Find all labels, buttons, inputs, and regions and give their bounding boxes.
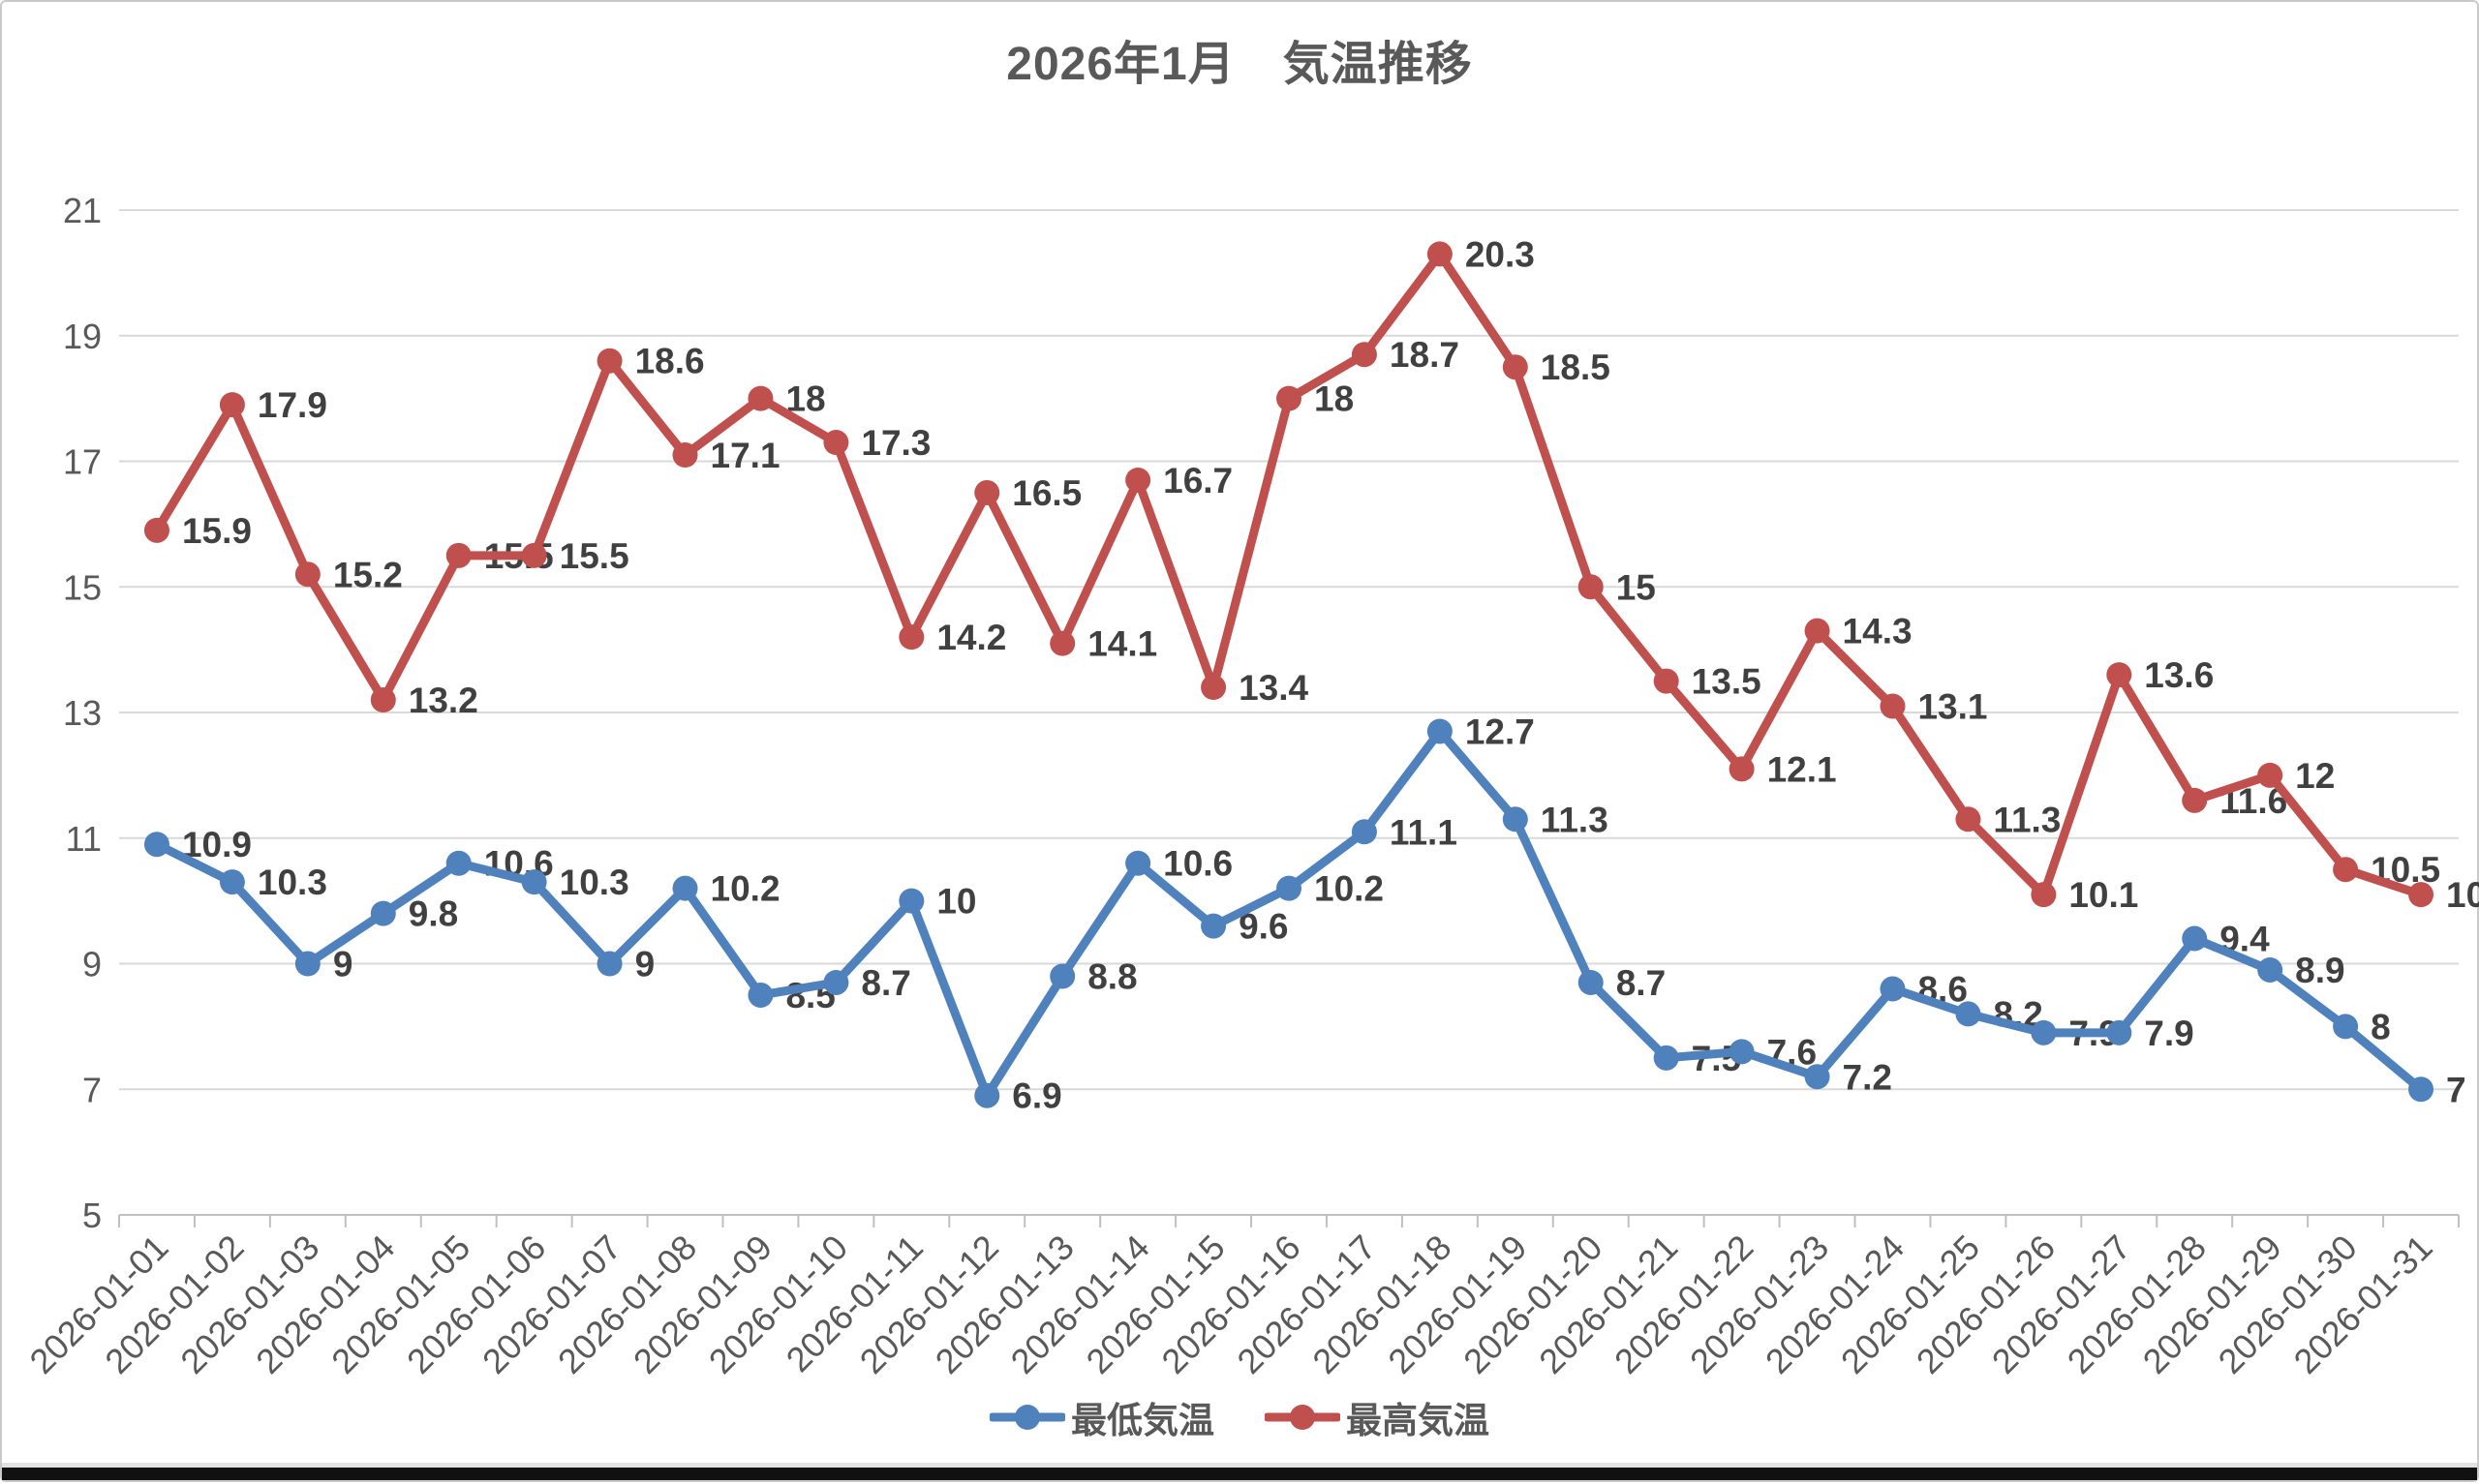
svg-text:17: 17	[63, 442, 102, 482]
svg-text:15: 15	[1616, 567, 1656, 607]
svg-text:20.3: 20.3	[1465, 234, 1535, 274]
svg-text:21: 21	[63, 191, 102, 230]
svg-text:9: 9	[333, 945, 353, 984]
svg-text:10.6: 10.6	[1163, 844, 1233, 884]
svg-text:10.3: 10.3	[258, 863, 327, 902]
legend-line-marker-max-icon	[1265, 1405, 1340, 1430]
legend-dot-min	[1015, 1405, 1040, 1430]
svg-text:10.3: 10.3	[560, 863, 629, 902]
svg-text:10.2: 10.2	[711, 869, 780, 909]
svg-text:11.3: 11.3	[1541, 800, 1608, 839]
svg-text:16.5: 16.5	[1012, 473, 1082, 513]
svg-text:18: 18	[1314, 379, 1354, 419]
svg-text:13.2: 13.2	[409, 681, 478, 720]
svg-text:17.3: 17.3	[861, 423, 931, 463]
legend-item-min-temp: 最低気温	[990, 1391, 1214, 1443]
svg-text:5: 5	[82, 1196, 102, 1235]
svg-text:13: 13	[63, 693, 102, 733]
svg-text:7.9: 7.9	[2144, 1014, 2193, 1053]
svg-text:15.5: 15.5	[560, 536, 629, 576]
svg-text:14.3: 14.3	[1843, 612, 1913, 651]
svg-text:13.1: 13.1	[1917, 687, 1987, 727]
window-edge-strip	[2, 1463, 2477, 1468]
svg-text:13.6: 13.6	[2144, 655, 2214, 695]
svg-text:8: 8	[2371, 1007, 2391, 1046]
svg-text:17.9: 17.9	[258, 385, 327, 425]
svg-text:12.7: 12.7	[1465, 712, 1535, 751]
svg-text:12.1: 12.1	[1767, 749, 1837, 789]
svg-text:8.8: 8.8	[1087, 956, 1137, 996]
legend-dot-max	[1290, 1405, 1315, 1430]
svg-text:8.9: 8.9	[2295, 951, 2344, 990]
chart-legend: 最低気温 最高気温	[2, 1391, 2477, 1443]
y-axis-labels: 5 7 9 11 13 15 17 19 21	[63, 191, 102, 1235]
svg-text:17.1: 17.1	[711, 436, 780, 475]
svg-text:12: 12	[2295, 756, 2335, 796]
x-axis-labels: 2026-01-012026-01-022026-01-032026-01-04…	[21, 1227, 2439, 1381]
svg-text:9: 9	[635, 945, 656, 984]
svg-text:10.1: 10.1	[2068, 875, 2138, 915]
window-bottom-bar	[2, 1468, 2477, 1480]
svg-text:14.1: 14.1	[1087, 624, 1157, 664]
svg-text:18.6: 18.6	[635, 342, 705, 381]
svg-text:18.7: 18.7	[1390, 335, 1459, 375]
legend-label-min-temp: 最低気温	[1071, 1401, 1214, 1440]
svg-text:15: 15	[63, 567, 102, 607]
svg-text:11.3: 11.3	[1993, 800, 2061, 839]
svg-text:10: 10	[936, 882, 976, 922]
svg-text:19: 19	[63, 317, 102, 356]
data-labels-series-1: 15.917.915.213.215.5 15.518.617.11817.314…	[182, 234, 2479, 915]
legend-label-max-temp: 最高気温	[1346, 1401, 1489, 1440]
svg-text:7.2: 7.2	[1843, 1057, 1892, 1097]
svg-text:9.8: 9.8	[409, 894, 458, 934]
svg-text:6.9: 6.9	[1012, 1076, 1061, 1116]
svg-text:11: 11	[66, 819, 102, 859]
svg-text:7: 7	[2446, 1070, 2466, 1109]
svg-text:13.4: 13.4	[1239, 668, 1308, 708]
svg-text:10.2: 10.2	[1314, 869, 1384, 909]
svg-text:10.1: 10.1	[2446, 875, 2479, 915]
x-axis	[118, 1214, 2460, 1227]
series-line-0	[143, 718, 2434, 1108]
series-line-1	[143, 241, 2434, 908]
svg-text:9: 9	[82, 945, 102, 984]
svg-text:18.5: 18.5	[1541, 348, 1610, 387]
svg-text:13.5: 13.5	[1692, 662, 1761, 702]
svg-text:11.1: 11.1	[1390, 812, 1457, 852]
legend-item-max-temp: 最高気温	[1265, 1391, 1489, 1443]
svg-text:8.7: 8.7	[861, 963, 910, 1003]
svg-text:15.2: 15.2	[333, 555, 403, 594]
y-gridlines	[119, 209, 2459, 1091]
svg-text:14.2: 14.2	[936, 618, 1006, 657]
legend-line-marker-min-icon	[990, 1405, 1065, 1430]
svg-text:8.7: 8.7	[1616, 963, 1666, 1003]
svg-text:16.7: 16.7	[1163, 461, 1233, 500]
chart-title: 2026年1月 気温推移	[1006, 39, 1473, 90]
svg-text:15.9: 15.9	[182, 511, 252, 551]
svg-text:7: 7	[82, 1070, 102, 1109]
